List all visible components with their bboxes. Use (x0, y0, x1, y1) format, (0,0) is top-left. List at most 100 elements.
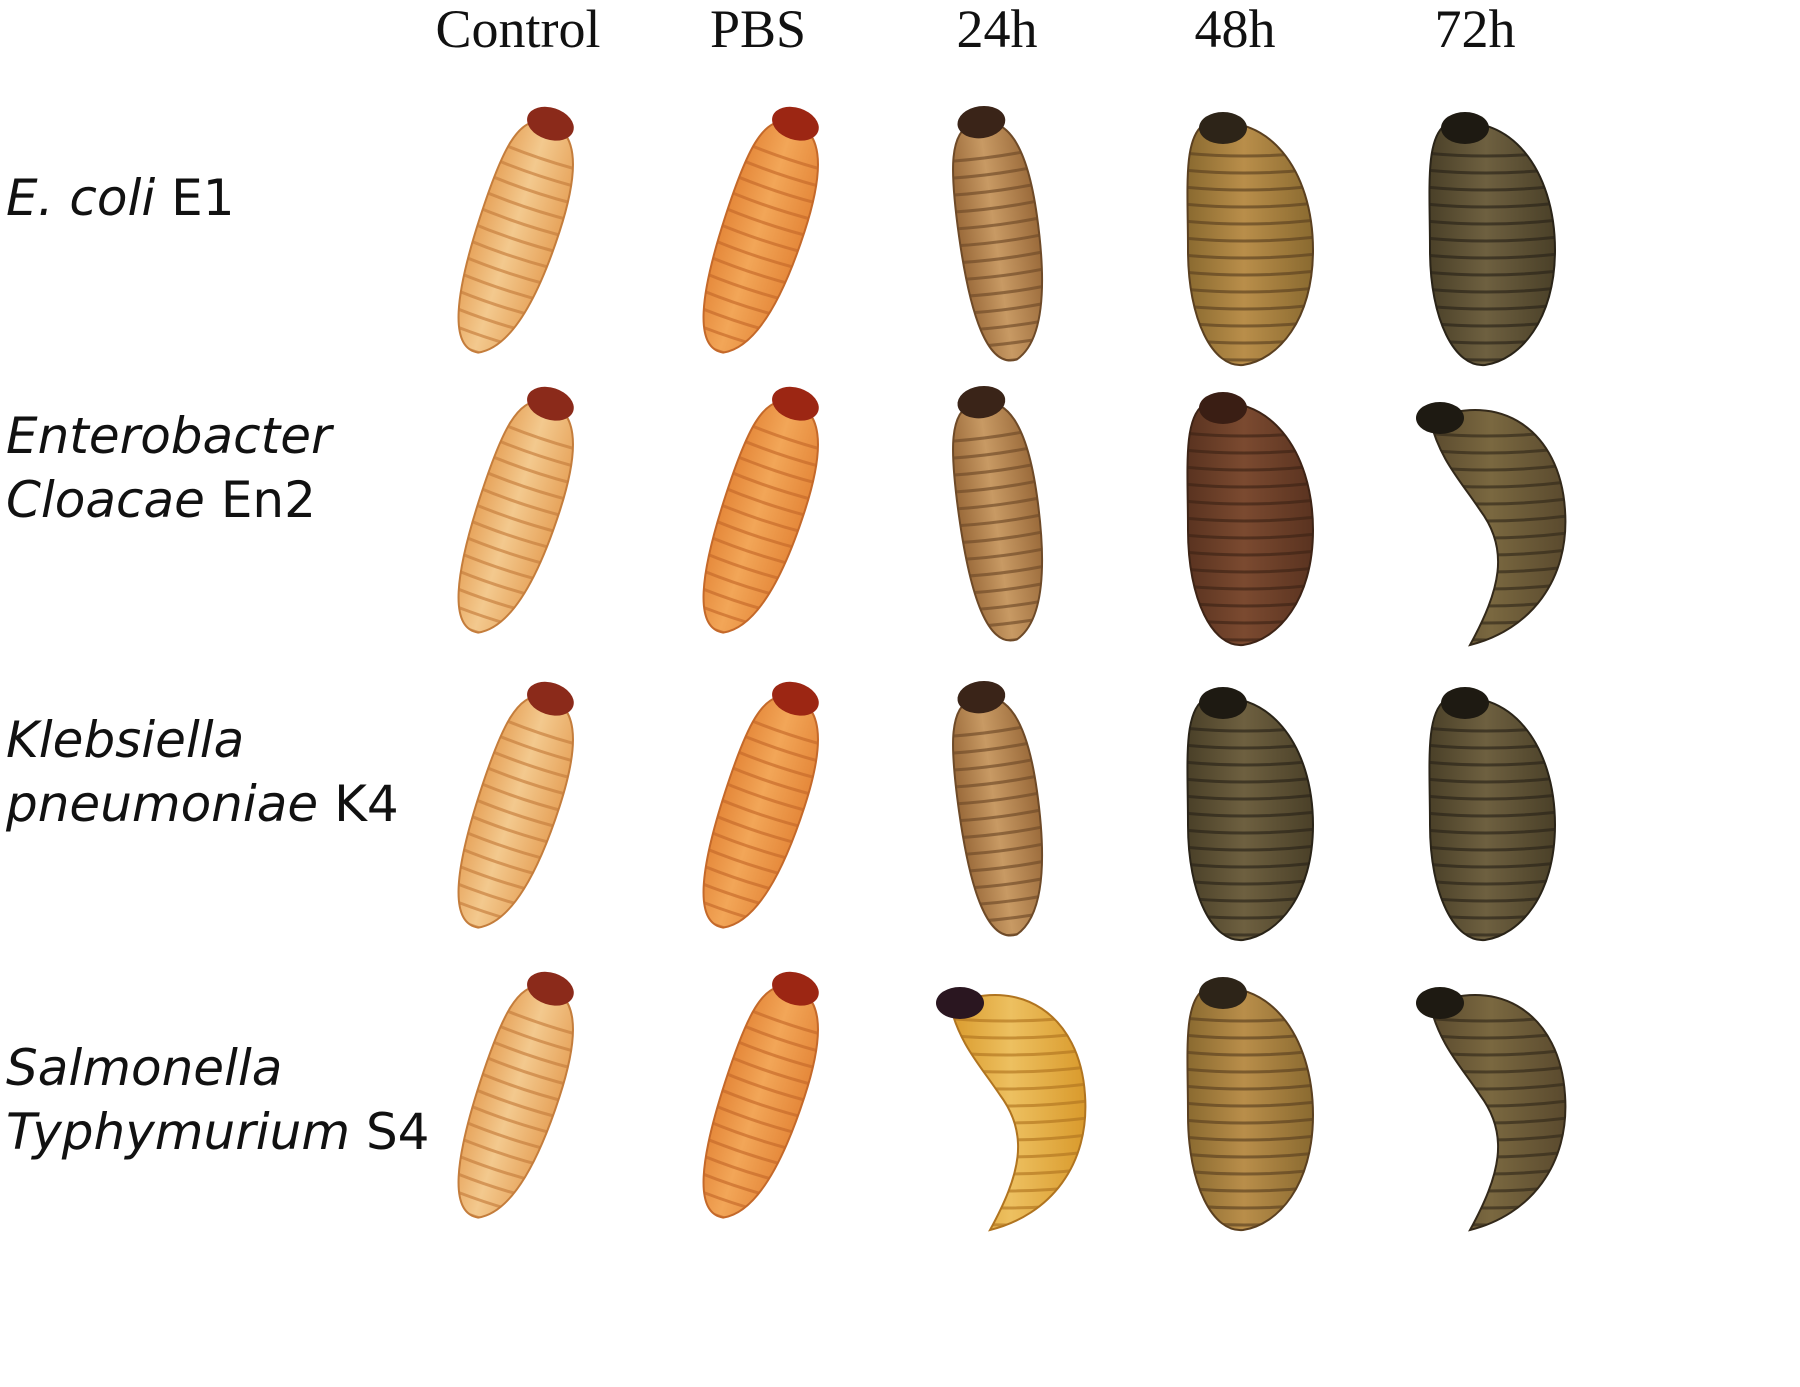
larva-segment (1429, 250, 1555, 260)
larva-photo-24h-row-4 (880, 945, 1130, 1245)
larva-segment (950, 1183, 1086, 1193)
larva-photo-72h-row-3 (1360, 655, 1610, 955)
larva-photo-48h-row-4 (1118, 945, 1368, 1245)
larva-segment (943, 237, 1057, 266)
larva-photo-24h-row-2 (880, 360, 1130, 660)
larva-photo-72h-row-1 (1360, 80, 1610, 380)
larva-body (457, 120, 574, 354)
larva-segment (943, 745, 1057, 773)
column-header-24h: 24h (956, 0, 1038, 59)
column-header-72h: 72h (1434, 0, 1516, 59)
larva-segment (943, 433, 1057, 462)
larva-head (1441, 112, 1489, 144)
row-label-klebsiella: Klebsiella pneumoniae K4 (6, 711, 399, 833)
larva-photo-24h-row-3 (880, 655, 1130, 955)
larva-segment (943, 450, 1057, 478)
larva-segment (950, 1064, 1086, 1074)
larva-head (1199, 392, 1247, 424)
larva-body (1186, 986, 1315, 1232)
larva-head (957, 385, 1006, 419)
larva-photo-control-row-3 (395, 655, 645, 955)
larva-segment (1187, 530, 1313, 540)
larva-segment (943, 221, 1057, 249)
larva-segment (1429, 825, 1555, 835)
larva-segment (943, 187, 1057, 215)
larva-body (1186, 121, 1315, 367)
larva-segment (943, 501, 1057, 529)
larva-photo-pbs-row-4 (640, 945, 890, 1245)
larva-head (772, 386, 819, 421)
larva-segment (1429, 233, 1555, 243)
larva-segment (1430, 496, 1566, 506)
larva-head (936, 987, 984, 1019)
larva-photo-control-row-1 (395, 80, 645, 380)
larva-photo-72h-row-2 (1360, 360, 1610, 660)
larva-segment (943, 136, 1057, 165)
larva-head (1416, 402, 1464, 434)
larva-segment (1187, 547, 1313, 557)
larva-body (457, 695, 574, 929)
larva-segment (950, 1047, 1086, 1057)
larva-segment (950, 1081, 1086, 1091)
larva-segment (1429, 842, 1555, 852)
larva-body (948, 994, 1087, 1232)
larva-segment (1187, 825, 1313, 835)
column-header-pbs: PBS (709, 0, 807, 59)
larva-segment (943, 153, 1057, 182)
larva-segment (943, 779, 1057, 807)
larva-head (527, 386, 574, 421)
larva-segment (1429, 808, 1555, 818)
larva-segment (943, 796, 1057, 824)
larva-photo-24h-row-1 (880, 80, 1130, 380)
larva-body (457, 400, 574, 634)
larva-segment (943, 416, 1057, 445)
column-header-control: Control (435, 0, 601, 59)
larva-head (527, 681, 574, 716)
larva-body (1428, 409, 1567, 647)
larva-segment (1187, 1132, 1313, 1142)
larva-head (1416, 987, 1464, 1019)
column-header-48h: 48h (1194, 0, 1276, 59)
larva-segment (1187, 842, 1313, 852)
larva-segment (943, 762, 1057, 790)
larva-photo-control-row-4 (395, 945, 645, 1245)
larva-segment (943, 170, 1057, 198)
larva-head (527, 971, 574, 1006)
larva-segment (1187, 250, 1313, 260)
larva-photo-pbs-row-3 (640, 655, 890, 955)
larva-segment (1187, 267, 1313, 277)
larva-head (957, 680, 1006, 714)
larva-body (1428, 121, 1557, 367)
larva-segment (1430, 1183, 1566, 1193)
larva-photo-48h-row-1 (1118, 80, 1368, 380)
larva-segment (1429, 267, 1555, 277)
larva-segment (1430, 1047, 1566, 1057)
larva-segment (1187, 1098, 1313, 1108)
larva-head (772, 681, 819, 716)
larva-body (1428, 994, 1567, 1232)
larva-photo-pbs-row-2 (640, 360, 890, 660)
row-label-salmonella: Salmonella Typhymurium S4 (6, 1039, 430, 1161)
larva-photo-pbs-row-1 (640, 80, 890, 380)
larva-photo-72h-row-4 (1360, 945, 1610, 1245)
larva-segment (1430, 598, 1566, 608)
larva-body (1428, 696, 1557, 942)
larva-segment (1430, 1081, 1566, 1091)
larva-segment (1430, 462, 1566, 472)
larva-segment (1187, 808, 1313, 818)
larva-segment (943, 812, 1057, 841)
larva-segment (1187, 513, 1313, 523)
larva-head (1199, 977, 1247, 1009)
larva-photo-control-row-2 (395, 360, 645, 660)
larva-segment (1187, 1115, 1313, 1125)
larva-segment (943, 204, 1057, 232)
larva-head (1199, 112, 1247, 144)
larva-body (1186, 696, 1315, 942)
larva-photo-48h-row-3 (1118, 655, 1368, 955)
larva-segment (943, 484, 1057, 512)
larva-head (1441, 687, 1489, 719)
larva-segment (1430, 1064, 1566, 1074)
row-label-ecoli: E. coli E1 (6, 169, 235, 227)
larva-head (957, 105, 1006, 139)
larva-head (772, 106, 819, 141)
